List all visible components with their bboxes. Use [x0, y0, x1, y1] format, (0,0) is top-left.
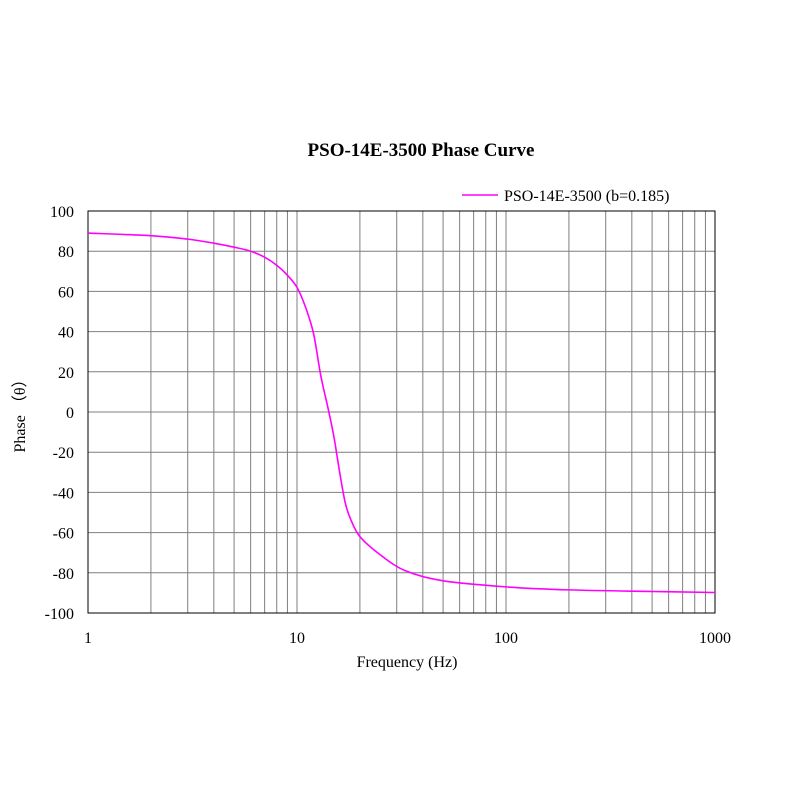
legend-label: PSO-14E-3500 (b=0.185) — [504, 188, 669, 205]
y-tick-label: 0 — [66, 405, 74, 422]
y-tick-label: 100 — [50, 204, 74, 221]
x-tick-label: 10 — [289, 630, 305, 647]
x-tick-label: 1000 — [699, 630, 731, 647]
y-tick-label: 40 — [58, 325, 74, 342]
chart-title: PSO-14E-3500 Phase Curve — [308, 140, 535, 161]
y-tick-label: -40 — [53, 485, 74, 502]
y-tick-label: -100 — [45, 606, 74, 623]
y-tick-labels: 100 80 60 40 20 0 -20 -40 -60 -80 -100 — [45, 204, 74, 623]
x-tick-labels: 1 10 100 1000 — [84, 630, 731, 647]
legend: PSO-14E-3500 (b=0.185) — [462, 188, 669, 205]
y-tick-label: 80 — [58, 244, 74, 261]
y-tick-label: -80 — [53, 566, 74, 583]
y-tick-label: -20 — [53, 445, 74, 462]
x-axis-label: Frequency (Hz) — [357, 654, 458, 671]
grid — [88, 210, 715, 614]
y-axis-label: Phase （θ） — [11, 372, 29, 453]
y-tick-label: 60 — [58, 284, 74, 301]
x-tick-label: 1 — [84, 630, 92, 647]
y-tick-label: -60 — [53, 526, 74, 543]
x-tick-label: 100 — [494, 630, 518, 647]
y-tick-label: 20 — [58, 365, 74, 382]
series — [87, 232, 716, 594]
plot-frame — [87, 210, 716, 614]
series-line — [87, 232, 716, 594]
